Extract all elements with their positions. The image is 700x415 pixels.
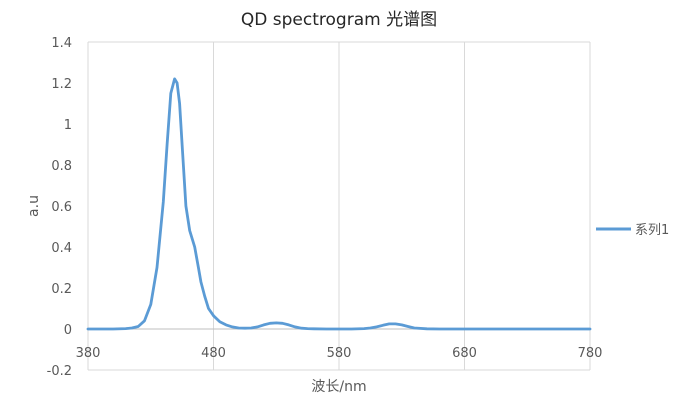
chart-title: QD spectrogram 光谱图 (241, 10, 437, 30)
y-tick-label: 1 (64, 118, 72, 133)
y-tick-label: 1.4 (51, 36, 72, 51)
x-tick-label: 380 (76, 346, 101, 361)
y-tick-label: 1.2 (51, 77, 72, 92)
series-layer (86, 77, 592, 331)
y-tick-label: 0.2 (51, 282, 72, 297)
y-tick-label: -0.2 (47, 364, 72, 379)
grid-layer (87, 41, 591, 371)
x-tick-label: 580 (327, 346, 352, 361)
legend: 系列1 (596, 223, 669, 238)
y-tick-label: 0 (64, 323, 72, 338)
axis-layer: 1.4 1.2 1 0.8 0.6 0.4 0.2 0 -0.2 380 480 580 680 780 (47, 36, 603, 379)
y-axis-label: a.u (26, 195, 42, 217)
y-tick-label: 0.4 (51, 241, 72, 256)
y-tick-label: 0.8 (51, 159, 72, 174)
x-tick-label: 680 (452, 346, 477, 361)
x-tick-label: 480 (201, 346, 226, 361)
legend-label: 系列1 (635, 223, 669, 238)
x-tick-label: 780 (578, 346, 603, 361)
y-tick-label: 0.6 (51, 200, 72, 215)
x-axis-label: 波长/nm (311, 379, 366, 395)
series-line (86, 77, 592, 331)
